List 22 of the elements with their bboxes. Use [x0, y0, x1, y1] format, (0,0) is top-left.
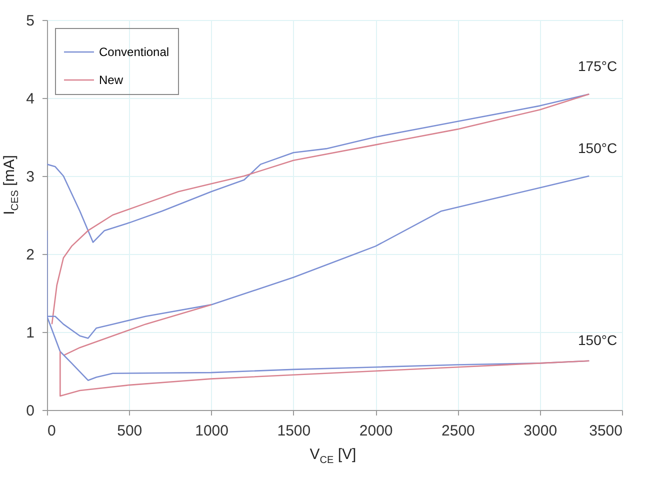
legend-label: Conventional — [99, 45, 170, 59]
x-tick-label: 1000 — [195, 422, 228, 440]
x-tick-label: 3000 — [524, 422, 558, 440]
legend-label: New — [99, 73, 124, 87]
x-tick-label: 2000 — [359, 422, 393, 440]
x-axis-title: V$_{CE}$ [V] — [308, 446, 358, 466]
x-tick-label: 1500 — [277, 422, 311, 440]
x-tick-label: 3500 — [589, 422, 622, 440]
annotation: 150°C — [578, 332, 618, 348]
y-tick-label: 1 — [26, 324, 34, 342]
line-series — [62, 304, 212, 356]
y-tick-label: 0 — [26, 402, 34, 420]
x-tick-label: 0 — [48, 422, 56, 440]
x-tick-label: 500 — [117, 422, 142, 440]
annotation: 150°C — [578, 140, 618, 156]
line-series — [59, 350, 590, 397]
y-tick-label: 4 — [26, 90, 34, 108]
x-tick-label: 2500 — [442, 422, 475, 440]
y-tick-label: 2 — [26, 246, 34, 264]
annotation: 175°C — [578, 58, 618, 74]
y-tick-label: 3 — [26, 168, 34, 186]
y-tick-label: 5 — [26, 12, 34, 30]
